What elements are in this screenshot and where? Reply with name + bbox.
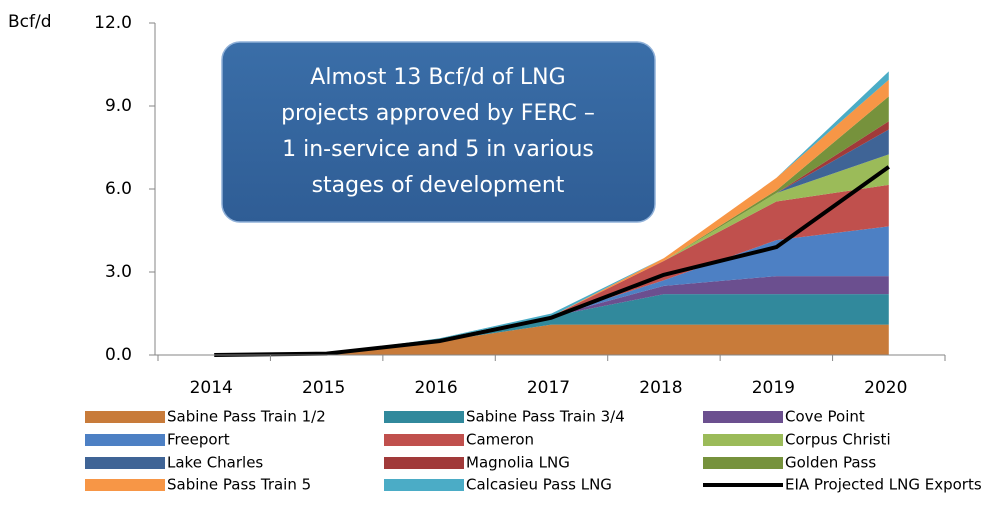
area (214, 276, 889, 355)
x-tick-label: 2018 (639, 378, 682, 398)
annotation: Almost 13 Bcf/d of LNG projects approved … (221, 41, 656, 223)
x-tick-label: 2015 (302, 378, 345, 398)
legend-swatch (384, 411, 464, 423)
area (214, 324, 889, 355)
legend-swatch (703, 457, 783, 469)
x-tick-label: 2017 (527, 378, 570, 398)
legend-label: Cove Point (785, 408, 865, 426)
x-tick-label: 2016 (414, 378, 457, 398)
line (214, 165, 890, 357)
annotation-text: stages of development (312, 173, 565, 198)
y-tick-label: 6.0 (105, 179, 132, 199)
legend-swatch (703, 434, 783, 446)
area (214, 184, 889, 355)
legend-label: Freeport (167, 431, 230, 449)
legend-swatch (85, 479, 165, 491)
legend-label: Magnolia LNG (466, 454, 570, 472)
legend-label: Corpus Christi (785, 431, 891, 449)
annotation-box (221, 41, 656, 223)
area (214, 294, 889, 355)
x-tick-label: 2020 (864, 378, 907, 398)
y-unit-label: Bcf/d (8, 12, 52, 32)
y-tick-label: 3.0 (105, 262, 132, 282)
legend-swatch (85, 457, 165, 469)
legend-label: EIA Projected LNG Exports (785, 476, 982, 494)
y-tick-label: 12.0 (94, 13, 132, 33)
legend-label: Calcasieu Pass LNG (466, 476, 612, 494)
annotation-text: 1 in-service and 5 in various (282, 137, 594, 162)
legend-label: Golden Pass (785, 454, 876, 472)
legend-label: Sabine Pass Train 1/2 (167, 408, 326, 426)
legend-swatch (703, 411, 783, 423)
y-tick-label: 9.0 (105, 96, 132, 116)
legend-swatch (384, 457, 464, 469)
annotation-text: projects approved by FERC – (281, 101, 595, 126)
legend-label: Cameron (466, 431, 534, 449)
x-tick-label: 2019 (752, 378, 795, 398)
legend-swatch (85, 411, 165, 423)
legend-swatch (384, 479, 464, 491)
area (214, 226, 889, 355)
x-tick-label: 2014 (190, 378, 233, 398)
legend-swatch (85, 434, 165, 446)
annotation-text: Almost 13 Bcf/d of LNG (310, 65, 565, 90)
legend-label: Lake Charles (167, 454, 263, 472)
legend-label: Sabine Pass Train 5 (167, 476, 311, 494)
y-tick-label: 0.0 (105, 345, 132, 365)
legend-swatch (384, 434, 464, 446)
legend-label: Sabine Pass Train 3/4 (466, 408, 625, 426)
